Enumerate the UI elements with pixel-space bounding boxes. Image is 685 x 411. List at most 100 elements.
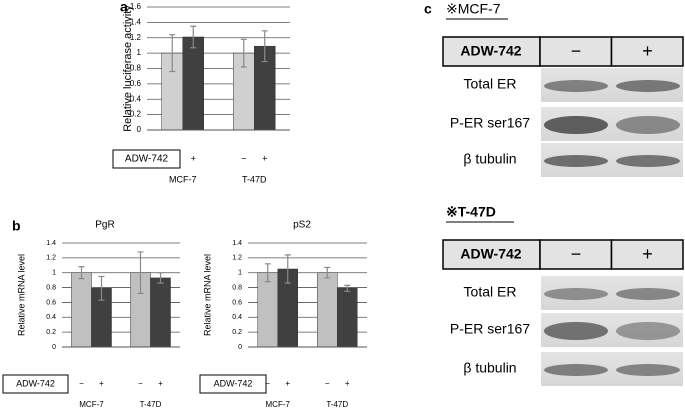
y-tick-label: 0.2	[130, 110, 142, 119]
y-tick-label: 1	[137, 48, 142, 57]
column-cell	[539, 239, 613, 270]
legend-sign: +	[285, 379, 290, 388]
bar	[150, 277, 171, 348]
legend-sign: −	[325, 379, 330, 388]
legend-sign: +	[345, 379, 350, 388]
bar	[317, 272, 338, 348]
column-cell	[539, 36, 613, 67]
y-tick-label: 0.6	[130, 79, 142, 88]
blot-band	[616, 288, 680, 300]
error-bar	[284, 254, 291, 284]
y-axis-label: Relative luciferase activity	[122, 5, 134, 132]
blot-band	[616, 116, 680, 134]
y-tick-label: 1.6	[130, 2, 142, 11]
header: ADW-742	[460, 43, 521, 59]
error-bar	[261, 30, 268, 63]
bar	[182, 36, 204, 131]
y-tick-label: 0.4	[232, 314, 242, 321]
legend-sign: +	[158, 379, 163, 388]
legend-sign: −	[241, 153, 246, 163]
blot-band	[616, 364, 680, 376]
panel-label: a	[120, 0, 128, 15]
error-bar	[98, 275, 105, 301]
row-label: ADW-742	[214, 378, 253, 388]
y-tick-label: 1.4	[46, 240, 56, 247]
blot-band	[544, 288, 608, 300]
row-label: P-ER ser167	[450, 321, 530, 337]
row-label-box	[199, 374, 267, 394]
x-tick-label: T-47D	[242, 174, 267, 184]
y-tick-label: 1.4	[232, 240, 242, 247]
y-tick-label: 0	[52, 344, 56, 351]
x-tick-label: MCF-7	[266, 400, 291, 409]
y-tick-label: 0.8	[46, 284, 56, 291]
y-axis-label: Relative mRNA level	[16, 254, 26, 336]
column-sign: +	[642, 41, 653, 61]
y-tick-label: 0.6	[46, 299, 56, 306]
y-tick-label: 1.2	[232, 255, 242, 262]
legend-sign: +	[262, 153, 267, 163]
error-bar	[190, 25, 197, 49]
row-label-box	[2, 374, 69, 394]
y-tick-label: 1	[238, 270, 242, 277]
blot-title: ※MCF-7	[446, 1, 501, 17]
header: ADW-742	[460, 246, 521, 262]
y-tick-label: 0	[238, 344, 242, 351]
row-label-box	[112, 149, 181, 169]
y-tick-label: 1	[52, 270, 56, 277]
blot-band	[544, 364, 608, 376]
y-tick-label: 1.2	[130, 33, 142, 42]
blot-band	[616, 80, 680, 92]
y-tick-label: 1.4	[130, 17, 142, 26]
y-axis-label: Relative mRNA level	[202, 254, 212, 336]
error-bar	[240, 38, 247, 68]
x-tick-label: MCF-7	[169, 174, 197, 184]
x-tick-label: MCF-7	[79, 400, 104, 409]
column-sign: −	[571, 244, 582, 264]
panel-c: c ※MCF-7 ADW-742 − + Total ER P-ER ser167 β tub…	[424, 1, 684, 386]
y-tick-label: 0.8	[232, 284, 242, 291]
y-tick-label: 0.4	[130, 94, 142, 103]
chart-title: PgR	[95, 220, 114, 231]
blot-band	[544, 155, 608, 167]
column-cell	[610, 239, 684, 270]
y-tick-label: 0.4	[46, 314, 56, 321]
header-cell	[442, 239, 541, 270]
bar	[71, 272, 92, 348]
error-bar	[264, 263, 271, 283]
bar	[337, 288, 358, 348]
row-label: Total ER	[464, 284, 517, 300]
column-sign: +	[642, 244, 653, 264]
blot-band	[616, 322, 680, 340]
legend-sign: −	[265, 379, 270, 388]
blot-band	[616, 155, 680, 167]
legend-sign: −	[79, 379, 84, 388]
blot-title: ※T-47D	[446, 204, 496, 220]
x-tick-label: T-47D	[326, 400, 348, 409]
row-label: β tubulin	[463, 360, 516, 376]
y-tick-label: 0.2	[46, 329, 56, 336]
row-label: ADW-742	[125, 154, 169, 165]
panel-label: b	[12, 218, 21, 234]
row-label: Total ER	[464, 76, 517, 92]
blot-band	[544, 80, 608, 92]
panel-label: c	[424, 1, 432, 17]
error-bar	[344, 284, 351, 292]
row-label: β tubulin	[463, 151, 516, 167]
error-bar	[169, 34, 176, 73]
error-bar	[157, 272, 164, 284]
column-sign: −	[571, 41, 582, 61]
chart-title: pS2	[293, 220, 311, 231]
bar	[257, 272, 278, 348]
row-label: P-ER ser167	[450, 115, 530, 131]
x-tick-label: T-47D	[140, 400, 162, 409]
error-bar	[78, 266, 85, 280]
blot-band	[544, 116, 608, 134]
y-tick-label: 1.2	[46, 255, 56, 262]
blot-band	[544, 322, 608, 340]
error-bar	[137, 251, 144, 295]
column-cell	[610, 36, 684, 67]
legend-sign: +	[99, 379, 104, 388]
row-label: ADW-742	[16, 378, 55, 388]
